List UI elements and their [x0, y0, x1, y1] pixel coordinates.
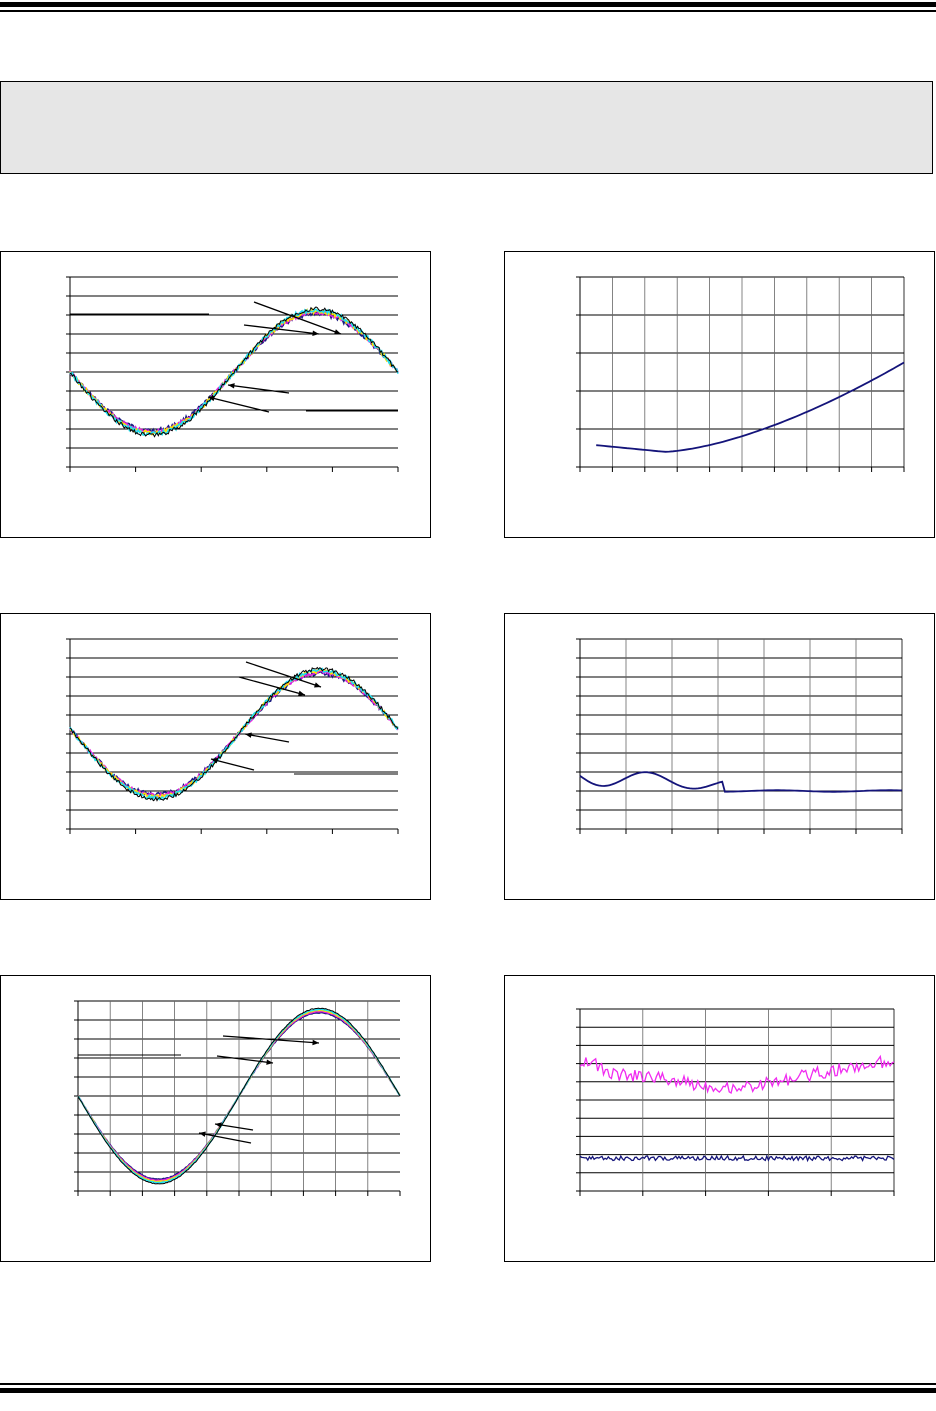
annotation-arrow — [244, 733, 290, 743]
arrow-head — [312, 1039, 319, 1046]
figure-panel-6 — [504, 975, 935, 1262]
series-line-lower — [579, 1154, 895, 1163]
series-line — [69, 666, 399, 802]
series-line — [69, 306, 399, 438]
arrow-head — [211, 757, 218, 764]
series-line — [579, 771, 902, 793]
figure-panel-4 — [504, 613, 935, 900]
chart-3 — [66, 638, 399, 834]
annotation-arrow — [210, 758, 255, 771]
series-line-upper — [579, 1054, 895, 1095]
figure-panel-2 — [504, 251, 935, 538]
annotation-arrow — [227, 384, 290, 394]
annotation-arrow — [243, 324, 320, 335]
header-rule-thin — [0, 10, 936, 12]
arrow-head — [215, 1122, 222, 1128]
header-rule-thick — [0, 2, 936, 7]
series-line — [77, 1007, 401, 1185]
figure-panel-1 — [0, 251, 431, 538]
arrow-head — [208, 395, 215, 402]
footer-rule-thick — [0, 1388, 936, 1393]
annotation-arrow — [238, 676, 306, 696]
series-line — [596, 361, 905, 453]
arrow-head — [298, 690, 305, 696]
annotation-arrow — [245, 661, 322, 688]
note-box — [0, 81, 933, 174]
arrow-head — [266, 1059, 273, 1065]
figure-panel-5 — [0, 975, 431, 1262]
annotation-arrow — [216, 1055, 274, 1064]
chart-5 — [74, 1000, 401, 1196]
figure-panel-3 — [0, 613, 431, 900]
arrow-head — [245, 732, 252, 738]
chart-2 — [576, 276, 905, 472]
arrow-head — [228, 383, 235, 389]
annotation-arrow — [222, 1035, 320, 1044]
chart-6 — [576, 1008, 895, 1196]
annotation-arrow — [253, 301, 342, 335]
chart-1 — [66, 276, 399, 472]
arrow-head — [312, 330, 319, 336]
chart-4 — [576, 638, 903, 834]
annotation-arrow — [207, 396, 270, 413]
arrow-head — [199, 1131, 206, 1137]
annotation-arrow — [198, 1132, 252, 1144]
arrow-head — [314, 682, 321, 688]
arrow-head — [334, 329, 341, 335]
footer-rule-thin — [0, 1383, 936, 1385]
